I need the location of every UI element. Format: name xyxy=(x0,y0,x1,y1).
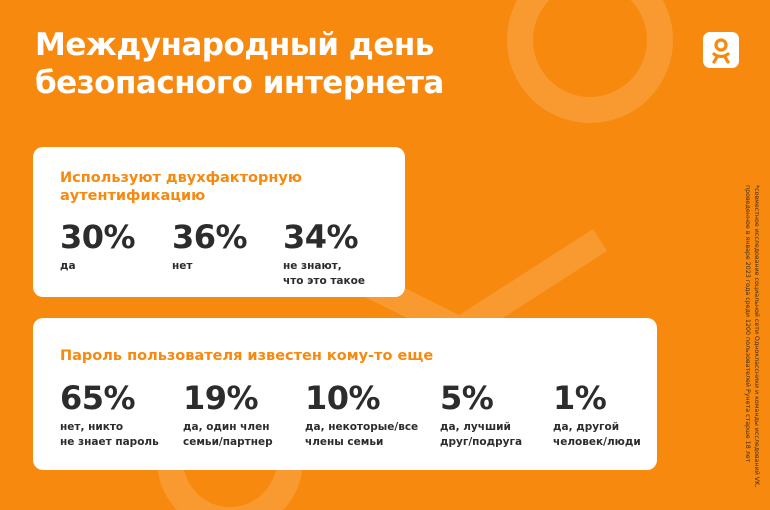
stat-label: да, лучший друг/подруга xyxy=(440,420,522,450)
stat-label: да, некоторые/все члены семьи xyxy=(305,420,418,450)
title-line: безопасного интернета xyxy=(35,65,444,101)
stat-value: 5% xyxy=(440,379,494,417)
label-line: да, другой xyxy=(553,421,620,433)
stat-value: 34% xyxy=(283,218,359,256)
stat-label: да, один член семьи/партнер xyxy=(183,420,273,450)
label-line: нет xyxy=(172,260,193,272)
stat-label: нет, никто не знает пароль xyxy=(60,420,159,450)
stat-label: нет xyxy=(172,259,247,274)
footnote-line: проведенное в январе 2023 года среди 120… xyxy=(744,185,752,463)
label-line: не знает пароль xyxy=(60,436,159,448)
stat-label: да, другой человек/люди xyxy=(553,420,641,450)
footnote: *совместное исследование социальной сети… xyxy=(743,185,761,488)
label-line: да, лучший xyxy=(440,421,511,433)
stat: 5% да, лучший друг/подруга xyxy=(440,380,522,450)
stat-value: 36% xyxy=(172,218,248,256)
heading-line: Используют двухфакторную xyxy=(60,170,302,186)
stat-value: 19% xyxy=(183,379,259,417)
label-line: друг/подруга xyxy=(440,436,523,448)
stat-value: 65% xyxy=(60,379,136,417)
label-line: не знают, xyxy=(283,260,342,272)
stat: 10% да, некоторые/все члены семьи xyxy=(305,380,418,450)
footnote-line: *совместное исследование социальной сети… xyxy=(753,185,760,488)
card-heading: Пароль пользователя известен кому-то еще xyxy=(60,347,433,365)
stat: 65% нет, никто не знает пароль xyxy=(60,380,159,450)
heading-line: Пароль пользователя известен кому-то еще xyxy=(60,348,434,364)
label-line: что это такое xyxy=(283,275,365,287)
stat: 36% нет xyxy=(172,218,248,274)
card: Используют двухфакторную аутентификацию 30… xyxy=(33,147,405,297)
label-line: да, некоторые/все xyxy=(305,421,419,433)
label-line: члены семьи xyxy=(305,436,384,448)
label-line: нет, никто xyxy=(60,421,124,433)
stat-value: 1% xyxy=(553,379,607,417)
label-line: да, один член xyxy=(183,421,270,433)
card: Пароль пользователя известен кому-то еще… xyxy=(33,318,657,470)
label-line: человек/люди xyxy=(553,436,641,448)
stat: 34% не знают, что это такое xyxy=(283,219,365,289)
stat-label: не знают, что это такое xyxy=(283,259,365,289)
card-heading: Используют двухфакторную аутентификацию xyxy=(60,169,302,205)
title-line: Международный день xyxy=(35,27,434,63)
stat: 30% да xyxy=(60,218,136,274)
heading-line: аутентификацию xyxy=(60,188,206,204)
stat-label: да xyxy=(60,259,135,274)
stat-value: 30% xyxy=(60,218,136,256)
title: Международный день безопасного интернета xyxy=(35,26,444,102)
stat-value: 10% xyxy=(305,379,381,417)
label-line: да xyxy=(60,260,76,272)
stat: 1% да, другой человек/люди xyxy=(553,380,641,450)
stat: 19% да, один член семьи/партнер xyxy=(183,380,273,450)
label-line: семьи/партнер xyxy=(183,436,273,448)
